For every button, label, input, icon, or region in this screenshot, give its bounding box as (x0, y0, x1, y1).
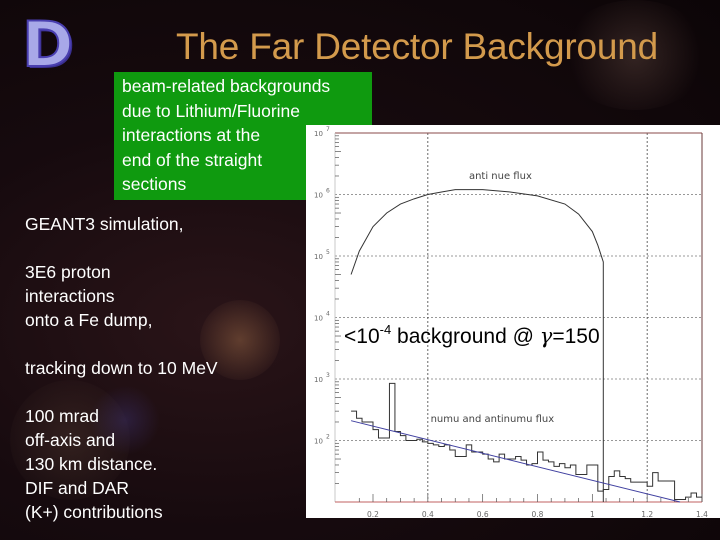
svg-text:1: 1 (590, 510, 595, 518)
svg-text:2: 2 (326, 434, 330, 441)
annotation-gamma: γ (539, 324, 553, 348)
svg-text:0.8: 0.8 (532, 510, 544, 518)
annotation-prefix: <10 (344, 325, 380, 348)
svg-text:0.4: 0.4 (422, 510, 434, 518)
svg-text:1.2: 1.2 (641, 510, 653, 518)
svg-text:7: 7 (326, 126, 330, 133)
svg-text:5: 5 (326, 249, 330, 256)
svg-text:10: 10 (314, 438, 323, 446)
highlight-line: sections (122, 174, 187, 194)
annotation-middle: background @ (391, 325, 540, 348)
svg-text:0.2: 0.2 (367, 510, 379, 518)
note-line: 130 km distance. (25, 454, 158, 474)
note-line: (K+) contributions (25, 502, 163, 522)
highlight-line: end of the straight (122, 149, 263, 170)
svg-text:10: 10 (314, 376, 323, 384)
note-line: 100 mrad (25, 406, 99, 426)
note-line: tracking down to 10 MeV (25, 358, 218, 378)
background-annotation: <10-4 background @ γ=150 (344, 322, 600, 349)
annotation-exponent: -4 (379, 322, 392, 337)
highlight-line: beam-related backgrounds (122, 76, 331, 96)
highlight-line: due to Lithium/Fluorine (122, 100, 301, 121)
highlight-line: interactions at the (122, 125, 261, 145)
note-line: DIF and DAR (25, 478, 130, 498)
svg-text:anti nue flux: anti nue flux (469, 171, 532, 182)
slide-title: The Far Detector Background (176, 26, 658, 67)
svg-text:0.6: 0.6 (477, 510, 489, 518)
note-line: 3E6 proton (25, 262, 111, 282)
svg-text:10: 10 (314, 315, 323, 323)
note-line: GEANT3 simulation, (25, 214, 184, 234)
note-line: interactions (25, 286, 115, 306)
note-line: off-axis and (25, 430, 116, 450)
logo-d-icon: D (21, 8, 74, 81)
simulation-notes: GEANT3 simulation, 3E6 proton interactio… (25, 212, 218, 524)
svg-text:10: 10 (314, 130, 323, 138)
note-line: onto a Fe dump, (25, 310, 153, 330)
svg-text:10: 10 (314, 192, 323, 200)
note-spacer (25, 332, 218, 356)
annotation-suffix: =150 (552, 325, 600, 348)
svg-text:6: 6 (326, 188, 330, 195)
note-spacer (25, 236, 218, 260)
svg-text:1.4: 1.4 (696, 510, 708, 518)
svg-text:numu and antinumu flux: numu and antinumu flux (431, 414, 555, 425)
note-spacer (25, 380, 218, 404)
svg-text:3: 3 (326, 372, 330, 379)
flux-plot: 10 2 10 3 10 4 10 5 10 6 10 7 0.2 0.4 0.6 0.8 1 1.2 1.4 ant… (306, 125, 720, 518)
svg-text:10: 10 (314, 253, 323, 261)
svg-text:4: 4 (326, 311, 330, 318)
